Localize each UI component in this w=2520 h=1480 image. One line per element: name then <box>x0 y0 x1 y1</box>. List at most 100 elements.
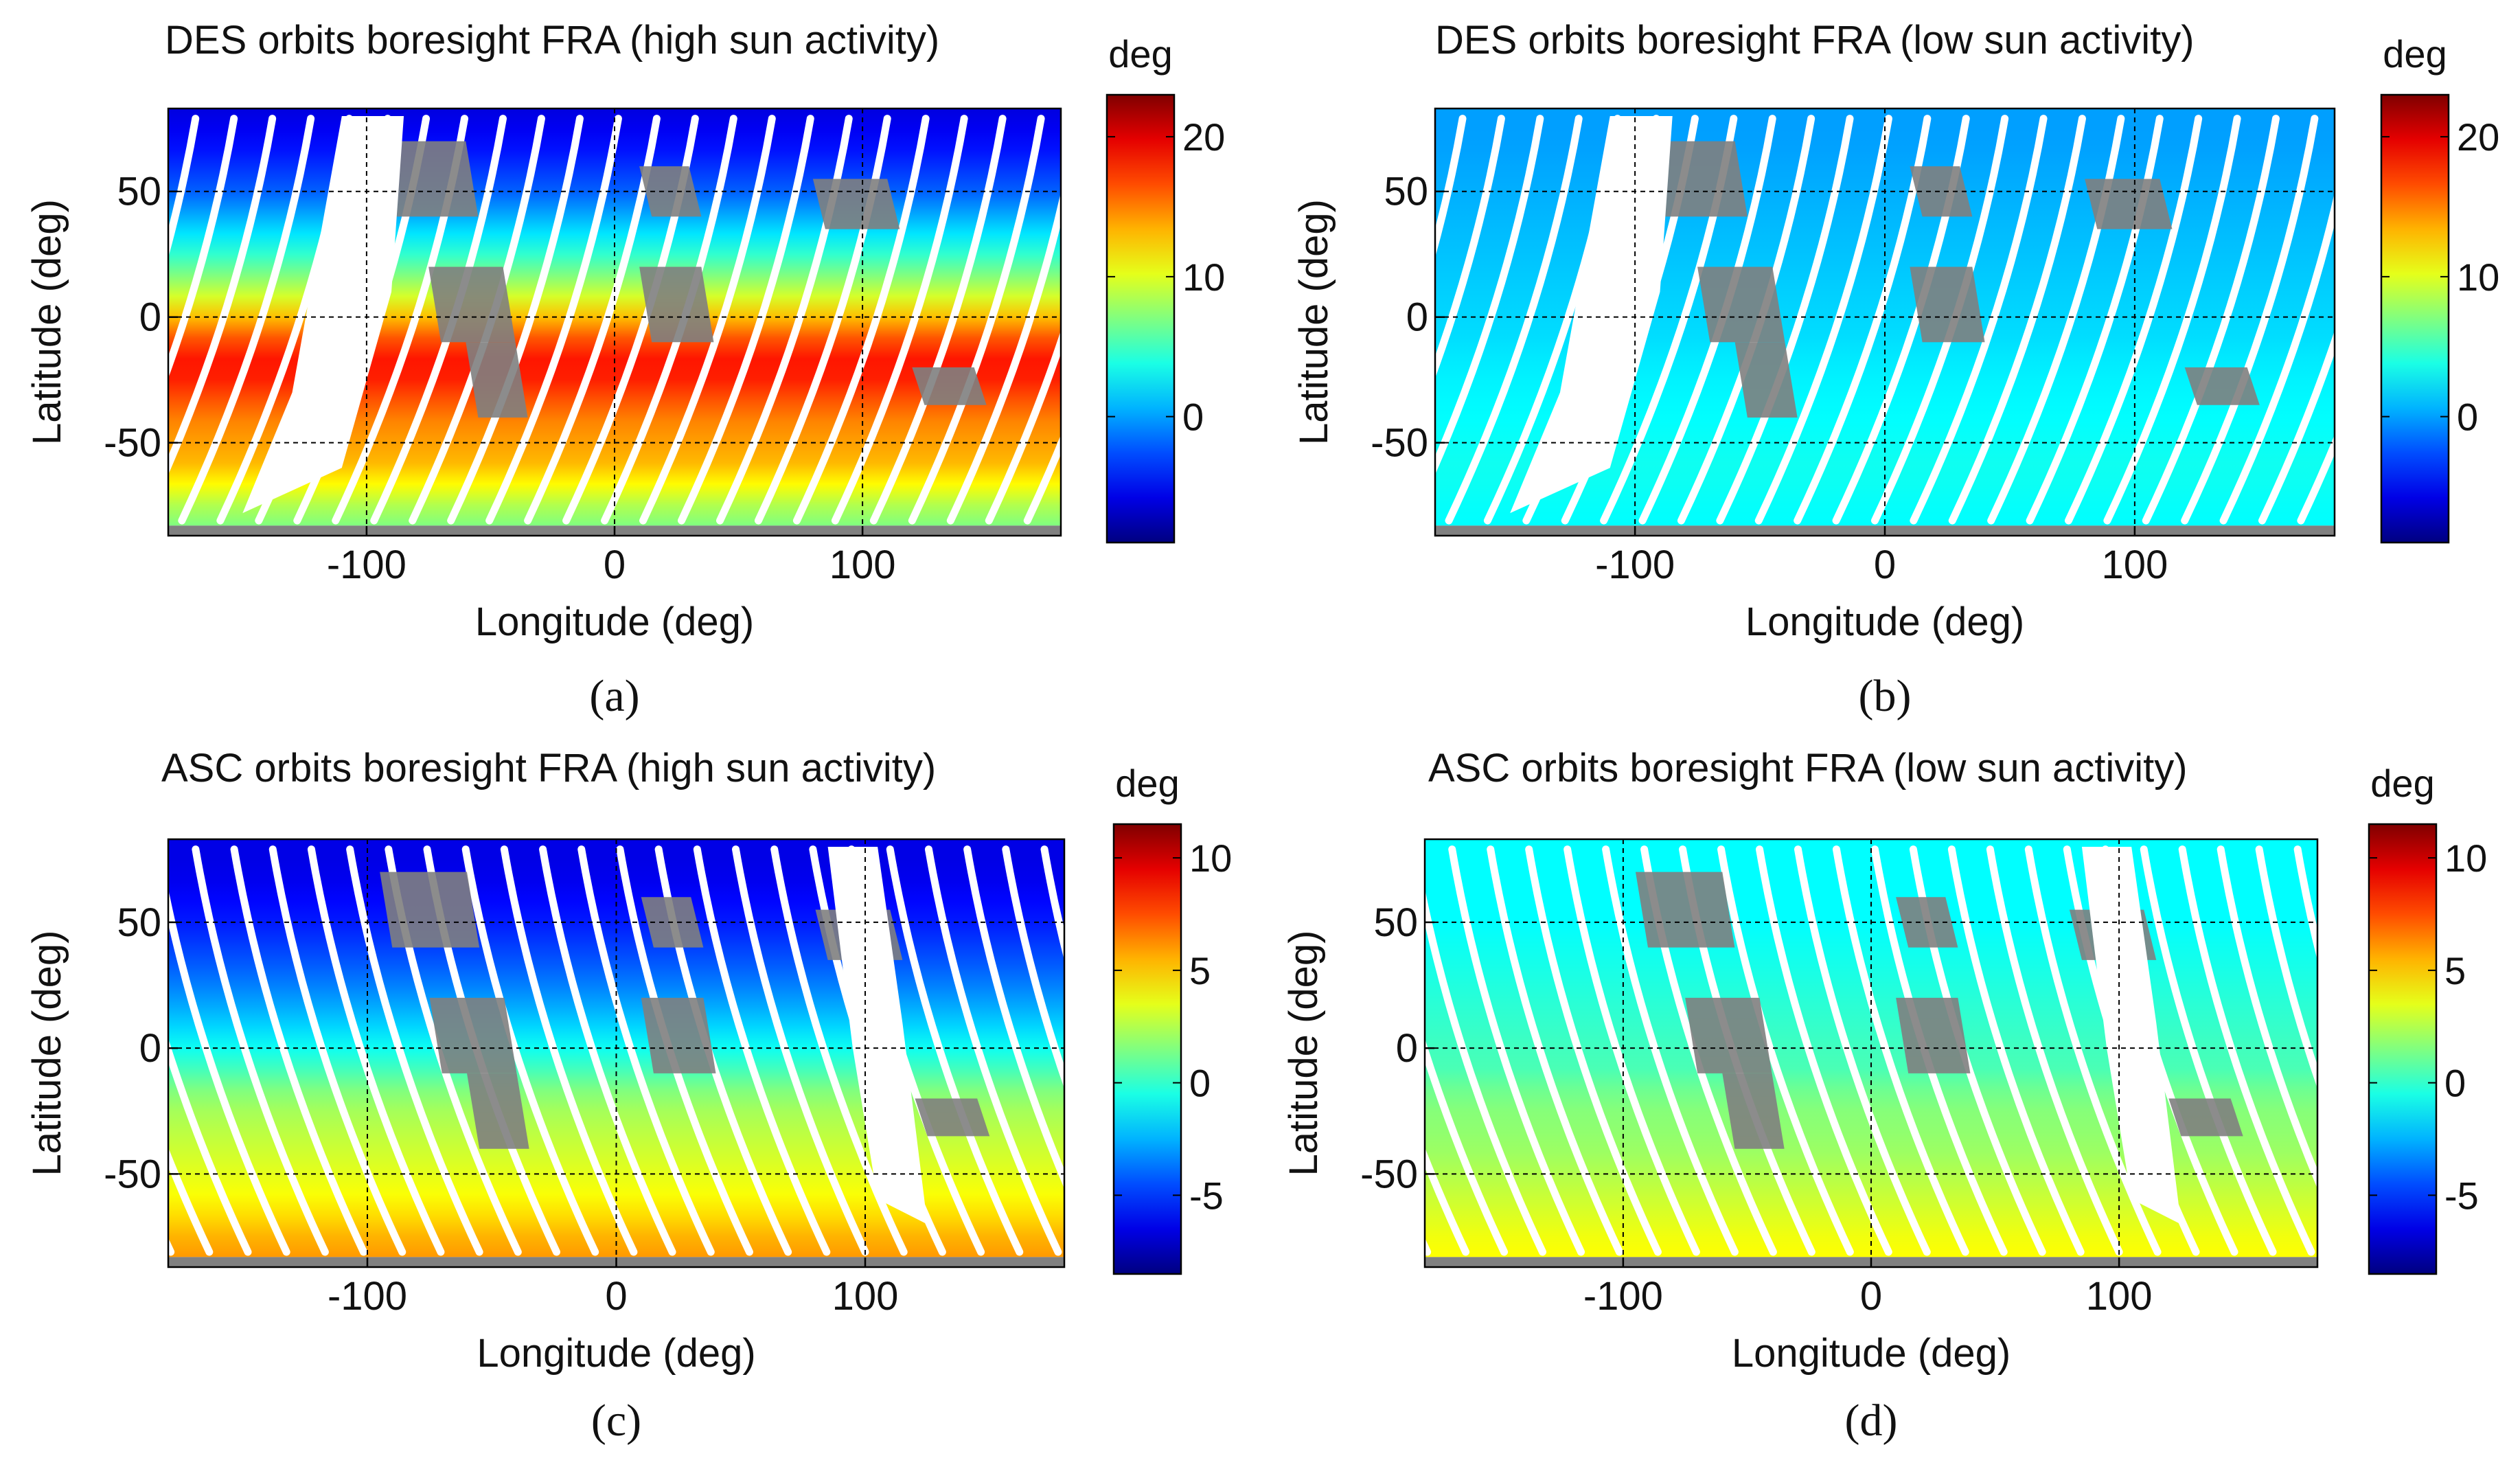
orbit-gap <box>1425 1147 1470 1256</box>
grid <box>1425 839 2317 1267</box>
x-tick-label: 0 <box>1874 543 1896 587</box>
orbit-gap <box>539 845 676 1256</box>
x-tick-label: 100 <box>829 543 896 587</box>
orbit-gap <box>168 1147 214 1256</box>
colorbar-tick-label: 0 <box>1189 1062 1211 1105</box>
orbit-gap <box>2219 192 2335 525</box>
orbit-gap <box>168 888 290 1256</box>
orbit-gap <box>1525 845 1662 1256</box>
panel-caption: (b) <box>1859 671 1912 721</box>
orbit-gap <box>192 845 329 1256</box>
orbit-gap <box>461 845 599 1256</box>
orbit-gap <box>924 845 1062 1256</box>
white-region <box>2081 846 2181 1225</box>
orbit-gap <box>963 845 1064 1189</box>
orbit-gap <box>2217 845 2317 1189</box>
panel-caption: (c) <box>591 1396 641 1446</box>
orbit-gap <box>1002 845 1064 1089</box>
land-patch <box>1635 872 1735 948</box>
orbit-gap <box>178 115 315 525</box>
orbit-gap <box>447 115 584 525</box>
orbit-gap <box>1435 115 1505 378</box>
y-axis-label: Latitude (deg) <box>25 931 69 1176</box>
land-patch <box>467 1073 529 1149</box>
plot-area <box>168 839 1064 1267</box>
colorbar-tick-label: 10 <box>1182 255 1225 299</box>
white-region <box>827 846 928 1225</box>
land-patch <box>1722 1073 1785 1149</box>
y-tick-label: 50 <box>117 170 161 214</box>
colorbar-scale <box>2368 823 2438 1275</box>
orbit-gap <box>168 115 238 378</box>
orbit-gap <box>2103 115 2241 525</box>
colorbar-label: deg <box>2383 32 2447 76</box>
chart-title: ASC orbits boresight FRA (high sun activ… <box>161 746 936 790</box>
land-patch <box>429 997 517 1073</box>
panel-caption: (d) <box>1845 1396 1898 1446</box>
x-axis-label: Longitude (deg) <box>475 600 754 644</box>
land-mask <box>380 872 990 1149</box>
orbit-gap <box>1832 845 1969 1256</box>
land-patch <box>2184 367 2260 405</box>
colorbar-tick-label: 10 <box>2457 255 2499 299</box>
land-patch <box>639 266 714 343</box>
grid <box>1435 109 2335 536</box>
y-tick-label: -50 <box>104 1152 161 1196</box>
orbit-gap <box>0 119 3 521</box>
orbit-gap <box>792 115 930 525</box>
orbit-gap <box>1910 115 2048 525</box>
orbit-gap <box>1987 115 2125 525</box>
colorbar-tick-label: 20 <box>1182 115 1225 159</box>
colorbar-tick-label: 0 <box>2444 1062 2466 1105</box>
x-tick-label: 0 <box>604 543 626 587</box>
orbit-gap <box>1754 115 1892 525</box>
orbit-gap <box>754 115 891 525</box>
colorbar-label: deg <box>1108 32 1172 76</box>
orbit-gap <box>230 845 368 1256</box>
chart-title: DES orbits boresight FRA (high sun activ… <box>165 18 939 62</box>
plot-area <box>0 109 1061 536</box>
y-tick-label: 50 <box>1373 900 1418 945</box>
land-mask <box>378 141 987 418</box>
colorbar: 20 10 0 deg <box>1106 32 1225 544</box>
colorbar-tick-label: 0 <box>1182 396 1204 439</box>
y-tick-label: 50 <box>1384 170 1428 214</box>
y-tick-label: -50 <box>1371 421 1428 466</box>
colorbar: 20 10 0 deg <box>2380 32 2499 544</box>
x-tick-label: 100 <box>2086 1274 2153 1319</box>
panel-caption: (a) <box>589 671 639 721</box>
orbit-gap <box>2140 845 2277 1256</box>
orbit-gap <box>693 845 831 1256</box>
orbit-gap <box>2026 115 2164 525</box>
orbit-gap <box>2178 845 2315 1256</box>
orbit-gap <box>485 115 622 525</box>
orbit-gap <box>1023 434 1061 525</box>
land-patch <box>428 266 516 343</box>
grid <box>168 109 1061 536</box>
y-tick-label: 0 <box>139 1026 161 1071</box>
y-tick-label: -50 <box>1360 1152 1418 1196</box>
orbit-gap <box>1794 845 1931 1256</box>
orbit-gap <box>1602 845 1739 1256</box>
colorbar-tick-label: -5 <box>1189 1174 1224 1217</box>
land-patch <box>1896 997 1971 1073</box>
orbit-gap <box>1178 119 1307 521</box>
orbit-gap <box>500 845 638 1256</box>
plot-area <box>1425 839 2317 1267</box>
orbit-gap <box>678 115 814 525</box>
colorbar: 10 5 0 -5 deg <box>2368 762 2487 1275</box>
orbit-gap <box>1986 845 2123 1256</box>
white-region <box>242 115 404 514</box>
x-tick-label: -100 <box>1595 543 1675 587</box>
land-patch <box>1910 166 1973 217</box>
land-patch <box>1910 266 1985 343</box>
orbit-gap <box>1040 845 1064 961</box>
x-tick-label: 0 <box>605 1274 627 1319</box>
grid <box>168 839 1064 1267</box>
land-patch <box>1697 266 1785 343</box>
y-tick-label: 50 <box>117 900 161 945</box>
orbit-gap <box>1487 845 1623 1256</box>
colorbar-tick-label: 5 <box>1189 949 1211 992</box>
